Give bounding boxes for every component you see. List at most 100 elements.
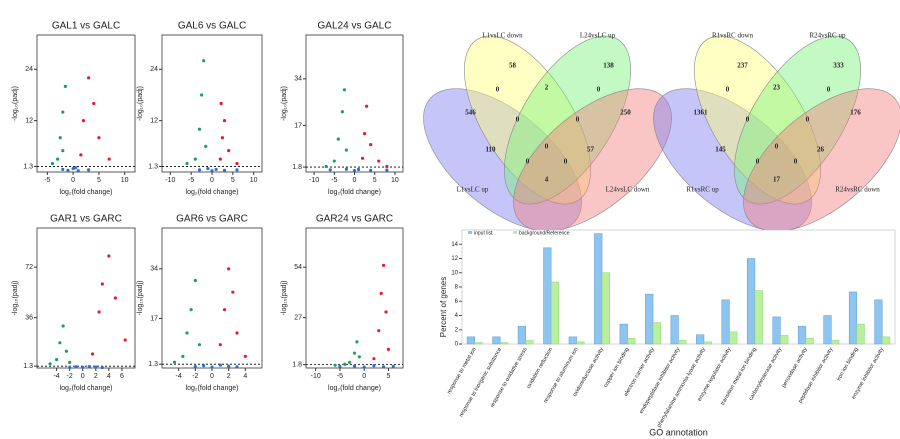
point (210, 365, 214, 369)
legend-swatch (468, 231, 472, 234)
point (324, 164, 328, 169)
point (81, 365, 85, 369)
bar (780, 335, 789, 345)
point (218, 343, 222, 347)
y-tick-label: 1.3 (148, 163, 158, 170)
bar (576, 341, 585, 345)
venn-set (464, 35, 591, 205)
point (68, 365, 72, 370)
point (55, 358, 59, 362)
point (61, 167, 65, 172)
venn-count: 0 (756, 158, 760, 166)
set-label: L24vsLC down (606, 186, 650, 194)
point (92, 101, 96, 106)
point (86, 168, 91, 172)
bar (627, 338, 636, 345)
point (61, 110, 65, 114)
x-tick-label: 0 (81, 373, 85, 380)
plot-frame (305, 227, 404, 369)
point (214, 167, 218, 172)
legend-label: background/Reference (519, 230, 570, 236)
x-tick-label: 0 (210, 373, 214, 380)
chart-title: GAL1 vs GALC (52, 21, 120, 32)
point (185, 331, 189, 335)
point (328, 168, 332, 172)
point (218, 157, 222, 161)
bar (848, 291, 858, 345)
point (372, 364, 376, 368)
venn-set (513, 88, 672, 232)
point (68, 360, 72, 364)
bar (797, 325, 807, 345)
x-axis-label: GO annotation (649, 427, 708, 437)
chart-title: GAR6 vs GARC (176, 214, 248, 225)
x-tick-label: 4 (243, 373, 247, 380)
y-tick-label: 4 (455, 313, 459, 319)
point (219, 101, 223, 106)
venn-count: 0 (775, 143, 779, 151)
bar (805, 338, 814, 345)
point (377, 159, 381, 163)
y-tick-label: 14 (451, 242, 458, 248)
point (386, 347, 391, 351)
point (63, 84, 67, 88)
point (340, 110, 344, 114)
venn-count: 57 (587, 146, 595, 154)
venn-count: 176 (850, 109, 861, 117)
set-label: R1vsRC down (712, 32, 754, 40)
point (356, 167, 361, 172)
point (185, 161, 189, 166)
x-tick-label: response to inorganic substance (458, 347, 503, 419)
plot-frame (161, 227, 263, 369)
y-tick-label: 36 (25, 314, 33, 321)
point (204, 144, 208, 148)
point (363, 132, 367, 136)
bar (823, 315, 832, 345)
point (100, 282, 104, 286)
x-tick-label: -10 (309, 177, 319, 184)
point (193, 157, 197, 161)
point (202, 364, 206, 368)
venn-count: 0 (496, 86, 500, 94)
x-axis-label: log₂(fold change) (60, 385, 113, 392)
y-tick-label: 54 (294, 264, 302, 271)
point (338, 364, 342, 369)
bar (703, 341, 712, 345)
point (58, 136, 62, 140)
point (61, 148, 65, 153)
venn-count: 0 (827, 86, 831, 94)
point (382, 263, 386, 267)
bar (466, 336, 475, 345)
point (333, 363, 337, 367)
bar (772, 316, 781, 345)
x-tick-label: 4 (107, 373, 111, 380)
y-tick-label: 1.3 (23, 363, 33, 370)
bar (856, 323, 865, 345)
point (222, 168, 227, 172)
venn-set (743, 88, 900, 232)
bar (831, 340, 840, 345)
x-tick-label: 5 (386, 373, 390, 380)
bar (499, 342, 509, 345)
venn-count: 250 (620, 109, 631, 117)
point (81, 119, 86, 123)
point (352, 169, 357, 173)
x-tick-label: 10 (391, 177, 399, 184)
point (193, 364, 197, 369)
y-tick-label: 12 (150, 117, 158, 124)
legend-swatch (513, 231, 517, 234)
x-tick-label: -4 (176, 373, 182, 380)
venn-count: 4 (545, 176, 549, 184)
point (107, 157, 111, 161)
venn-count: 110 (485, 146, 496, 154)
point (197, 343, 202, 347)
x-axis-label: log₂(fold change) (328, 385, 381, 392)
venn-count: 145 (715, 146, 726, 154)
x-tick-label: 6 (120, 373, 124, 380)
bar (652, 322, 661, 345)
point (384, 310, 388, 314)
chart-title: GAR1 vs GARC (50, 214, 122, 225)
x-tick-label: 0 (71, 177, 75, 184)
y-tick-label: 1.8 (292, 361, 302, 368)
bar (568, 336, 577, 345)
